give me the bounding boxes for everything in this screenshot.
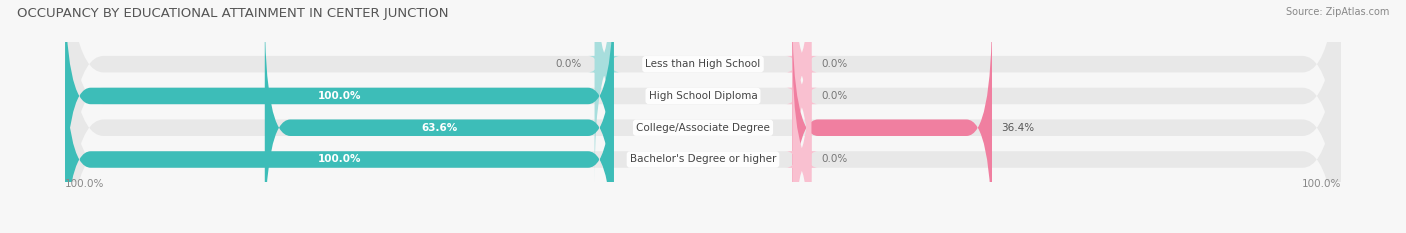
Text: 100.0%: 100.0%	[318, 154, 361, 164]
Text: 0.0%: 0.0%	[821, 91, 848, 101]
Text: High School Diploma: High School Diploma	[648, 91, 758, 101]
FancyBboxPatch shape	[65, 0, 1341, 233]
Text: Less than High School: Less than High School	[645, 59, 761, 69]
Text: College/Associate Degree: College/Associate Degree	[636, 123, 770, 133]
Text: Source: ZipAtlas.com: Source: ZipAtlas.com	[1285, 7, 1389, 17]
FancyBboxPatch shape	[65, 0, 1341, 233]
Text: 0.0%: 0.0%	[555, 59, 582, 69]
FancyBboxPatch shape	[793, 9, 993, 233]
FancyBboxPatch shape	[65, 41, 613, 233]
Text: 36.4%: 36.4%	[1001, 123, 1035, 133]
FancyBboxPatch shape	[786, 0, 818, 215]
Text: 100.0%: 100.0%	[65, 179, 104, 189]
Text: Bachelor's Degree or higher: Bachelor's Degree or higher	[630, 154, 776, 164]
FancyBboxPatch shape	[65, 0, 1341, 233]
FancyBboxPatch shape	[65, 0, 613, 215]
Text: 63.6%: 63.6%	[422, 123, 457, 133]
Text: OCCUPANCY BY EDUCATIONAL ATTAINMENT IN CENTER JUNCTION: OCCUPANCY BY EDUCATIONAL ATTAINMENT IN C…	[17, 7, 449, 20]
Text: 100.0%: 100.0%	[318, 91, 361, 101]
FancyBboxPatch shape	[588, 0, 620, 183]
FancyBboxPatch shape	[786, 41, 818, 233]
Text: 0.0%: 0.0%	[821, 154, 848, 164]
FancyBboxPatch shape	[65, 0, 1341, 233]
Text: 0.0%: 0.0%	[821, 59, 848, 69]
Text: 100.0%: 100.0%	[1302, 179, 1341, 189]
FancyBboxPatch shape	[786, 0, 818, 183]
FancyBboxPatch shape	[264, 9, 613, 233]
